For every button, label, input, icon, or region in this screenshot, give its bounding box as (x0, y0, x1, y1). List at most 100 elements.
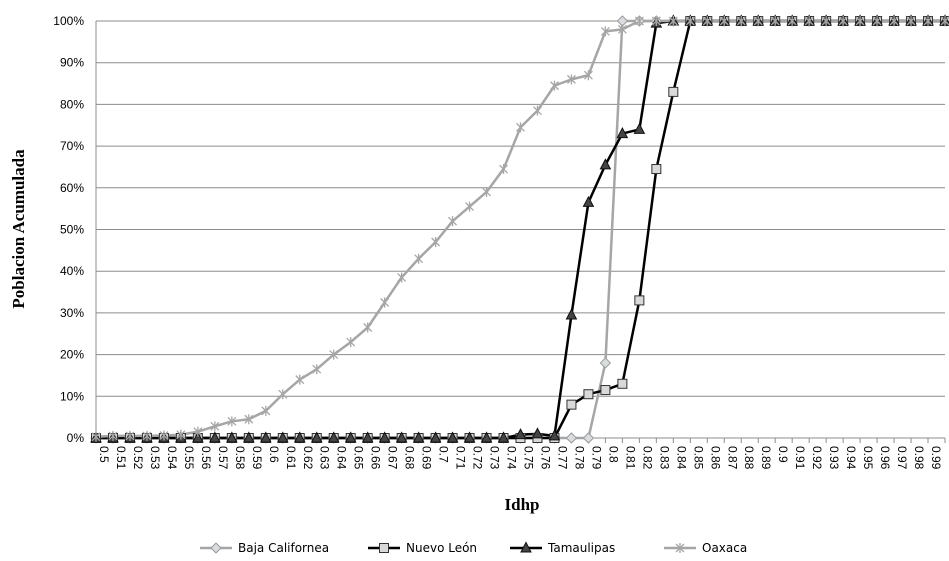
x-axis-title: Idhp (505, 495, 540, 514)
data-point (618, 379, 627, 388)
data-point (466, 202, 474, 212)
data-point (566, 433, 576, 443)
y-tick-label: 50% (60, 223, 84, 237)
x-tick-label: 0.94 (844, 446, 858, 470)
x-tick-label: 0.59 (250, 446, 264, 470)
x-tick-label: 0.71 (454, 446, 468, 470)
x-tick-label: 0.86 (708, 446, 722, 470)
x-tick-label: 0.53 (148, 446, 162, 470)
x-tick-label: 0.62 (301, 446, 315, 470)
x-tick-label: 0.97 (895, 446, 909, 470)
data-point (652, 165, 661, 174)
x-tick-label: 0.99 (929, 446, 943, 470)
data-point (635, 296, 644, 305)
x-tick-label: 0.51 (114, 446, 128, 470)
data-point (601, 386, 610, 395)
y-tick-label: 60% (60, 181, 84, 195)
legend-entry-label: Nuevo León (406, 541, 477, 555)
x-tick-label: 0.7 (437, 446, 451, 463)
x-tick-label: 0.57 (216, 446, 230, 470)
y-tick-label: 0% (67, 431, 85, 445)
x-tick-label: 0.75 (522, 446, 536, 470)
x-tick-label: 0.78 (572, 446, 586, 470)
data-point (533, 106, 541, 116)
legend-entry-label: Baja Californea (238, 541, 329, 555)
x-tick-label: 0.89 (759, 446, 773, 470)
data-point (600, 358, 610, 368)
data-point (634, 124, 644, 134)
x-tick-label: 0.52 (131, 446, 145, 470)
x-tick-label: 0.54 (165, 446, 179, 470)
series-line-4 (96, 21, 945, 437)
data-point (669, 87, 678, 96)
x-tick-label: 0.63 (318, 446, 332, 470)
y-tick-label: 20% (60, 348, 84, 362)
data-point (313, 364, 321, 374)
legend-marker (211, 543, 221, 553)
y-tick-label: 30% (60, 306, 84, 320)
y-tick-label: 70% (60, 139, 84, 153)
x-tick-label: 0.83 (657, 446, 671, 470)
data-point (398, 272, 406, 282)
legend-entry-label: Oaxaca (702, 541, 747, 555)
x-tick-label: 0.73 (488, 446, 502, 470)
x-tick-label: 0.93 (827, 446, 841, 470)
data-point (296, 375, 304, 385)
x-tick-label: 0.65 (352, 446, 366, 470)
x-tick-label: 0.74 (505, 446, 519, 470)
x-tick-label: 0.6 (267, 446, 281, 463)
x-tick-label: 0.67 (386, 446, 400, 470)
x-tick-label: 0.72 (471, 446, 485, 470)
data-point (567, 400, 576, 409)
x-tick-label: 0.69 (420, 446, 434, 470)
x-tick-label: 0.91 (793, 446, 807, 470)
x-tick-label: 0.8 (606, 446, 620, 463)
data-point (415, 254, 423, 264)
y-tick-label: 90% (60, 56, 84, 70)
y-axis-title: Poblacion Acumulada (9, 149, 28, 309)
x-tick-label: 0.5 (97, 446, 111, 463)
y-tick-label: 10% (60, 389, 84, 403)
data-point (584, 390, 593, 399)
x-tick-label: 0.79 (589, 446, 603, 470)
x-tick-label: 0.58 (233, 446, 247, 470)
x-tick-label: 0.85 (691, 446, 705, 470)
legend-marker (380, 544, 389, 553)
x-tick-label: 0.95 (861, 446, 875, 470)
data-point (483, 187, 491, 197)
data-point (347, 337, 355, 347)
x-tick-label: 0.55 (182, 446, 196, 470)
x-tick-label: 0.84 (674, 446, 688, 470)
data-point (583, 197, 593, 207)
data-point (381, 297, 389, 307)
y-tick-label: 40% (60, 264, 84, 278)
x-tick-label: 0.77 (555, 446, 569, 470)
x-tick-label: 0.66 (369, 446, 383, 470)
data-point (566, 309, 576, 319)
x-tick-label: 0.56 (199, 446, 213, 470)
data-point (432, 237, 440, 247)
x-tick-label: 0.88 (742, 446, 756, 470)
x-tick-label: 0.76 (538, 446, 552, 470)
data-point (279, 389, 287, 399)
x-tick-label: 0.68 (403, 446, 417, 470)
x-tick-label: 0.82 (640, 446, 654, 470)
x-tick-label: 0.98 (912, 446, 926, 470)
x-tick-label: 0.81 (623, 446, 637, 470)
x-tick-label: 0.61 (284, 446, 298, 470)
y-tick-label: 100% (53, 14, 84, 28)
data-point (583, 433, 593, 443)
x-tick-label: 0.92 (810, 446, 824, 470)
gridlines (96, 21, 945, 396)
data-point (517, 122, 525, 132)
x-tick-label: 0.87 (725, 446, 739, 470)
y-tick-label: 80% (60, 97, 84, 111)
y-axis-ticks: 0% 10% 20% 30% 40% 50% 60% 70% 80% 90% 100% (53, 14, 84, 445)
x-tick-label: 0.96 (878, 446, 892, 470)
legend: Baja Californea Nuevo León Tamaulipas Oaxac… (200, 541, 747, 555)
legend-entry-label: Tamaulipas (547, 541, 615, 555)
x-tick-label: 0.9 (776, 446, 790, 463)
data-point (449, 216, 457, 226)
x-tick-label: 0.64 (335, 446, 349, 470)
